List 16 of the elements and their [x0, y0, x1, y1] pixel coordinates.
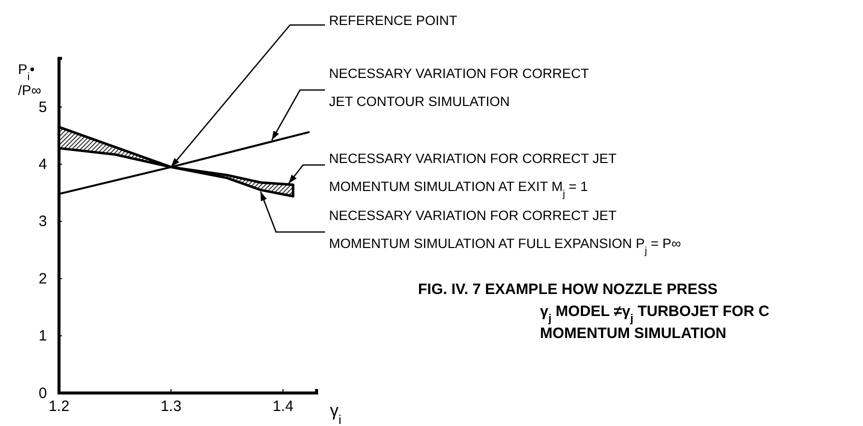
- y-tick-label: 4: [38, 156, 47, 173]
- annotation: REFERENCE POINT: [329, 13, 458, 28]
- annotation: NECESSARY VARIATION FOR CORRECT JET MOMENTUM SIMULATION AT EXIT M$_{j}$ = 1: [329, 151, 617, 200]
- x-axis-title: γ$_{i}$: [330, 401, 342, 426]
- text: FIG. IV. 7 EXAMPLE HOW NOZZLE PRESS γ$_{j}$ MODEL ≠γ$_{j}$ TURBOJET FOR C MOMENTUM SIMULATION: [418, 281, 770, 342]
- y-tick-label: 5: [38, 98, 47, 116]
- annotation: NECESSARY VARIATION FOR CORRECT JET MOMENTUM SIMULATION AT FULL EXPANSION P$_{j}$ = P∞: [329, 208, 682, 256]
- x-tick-label: 1.4: [272, 398, 294, 415]
- y-tick-label: 2: [38, 270, 47, 288]
- y-axis-title: P$_{i}$•/P∞: [18, 61, 42, 98]
- x-tick-label: 1.2: [48, 398, 70, 415]
- annotation: NECESSARY VARIATION FOR CORRECT JET CONTOUR SIMULATION: [329, 66, 590, 109]
- y-tick-label: 0: [38, 384, 47, 402]
- x-tick-label: 1.3: [160, 398, 182, 415]
- y-tick-label: 3: [38, 213, 47, 230]
- y-tick-label: 1: [38, 328, 47, 345]
